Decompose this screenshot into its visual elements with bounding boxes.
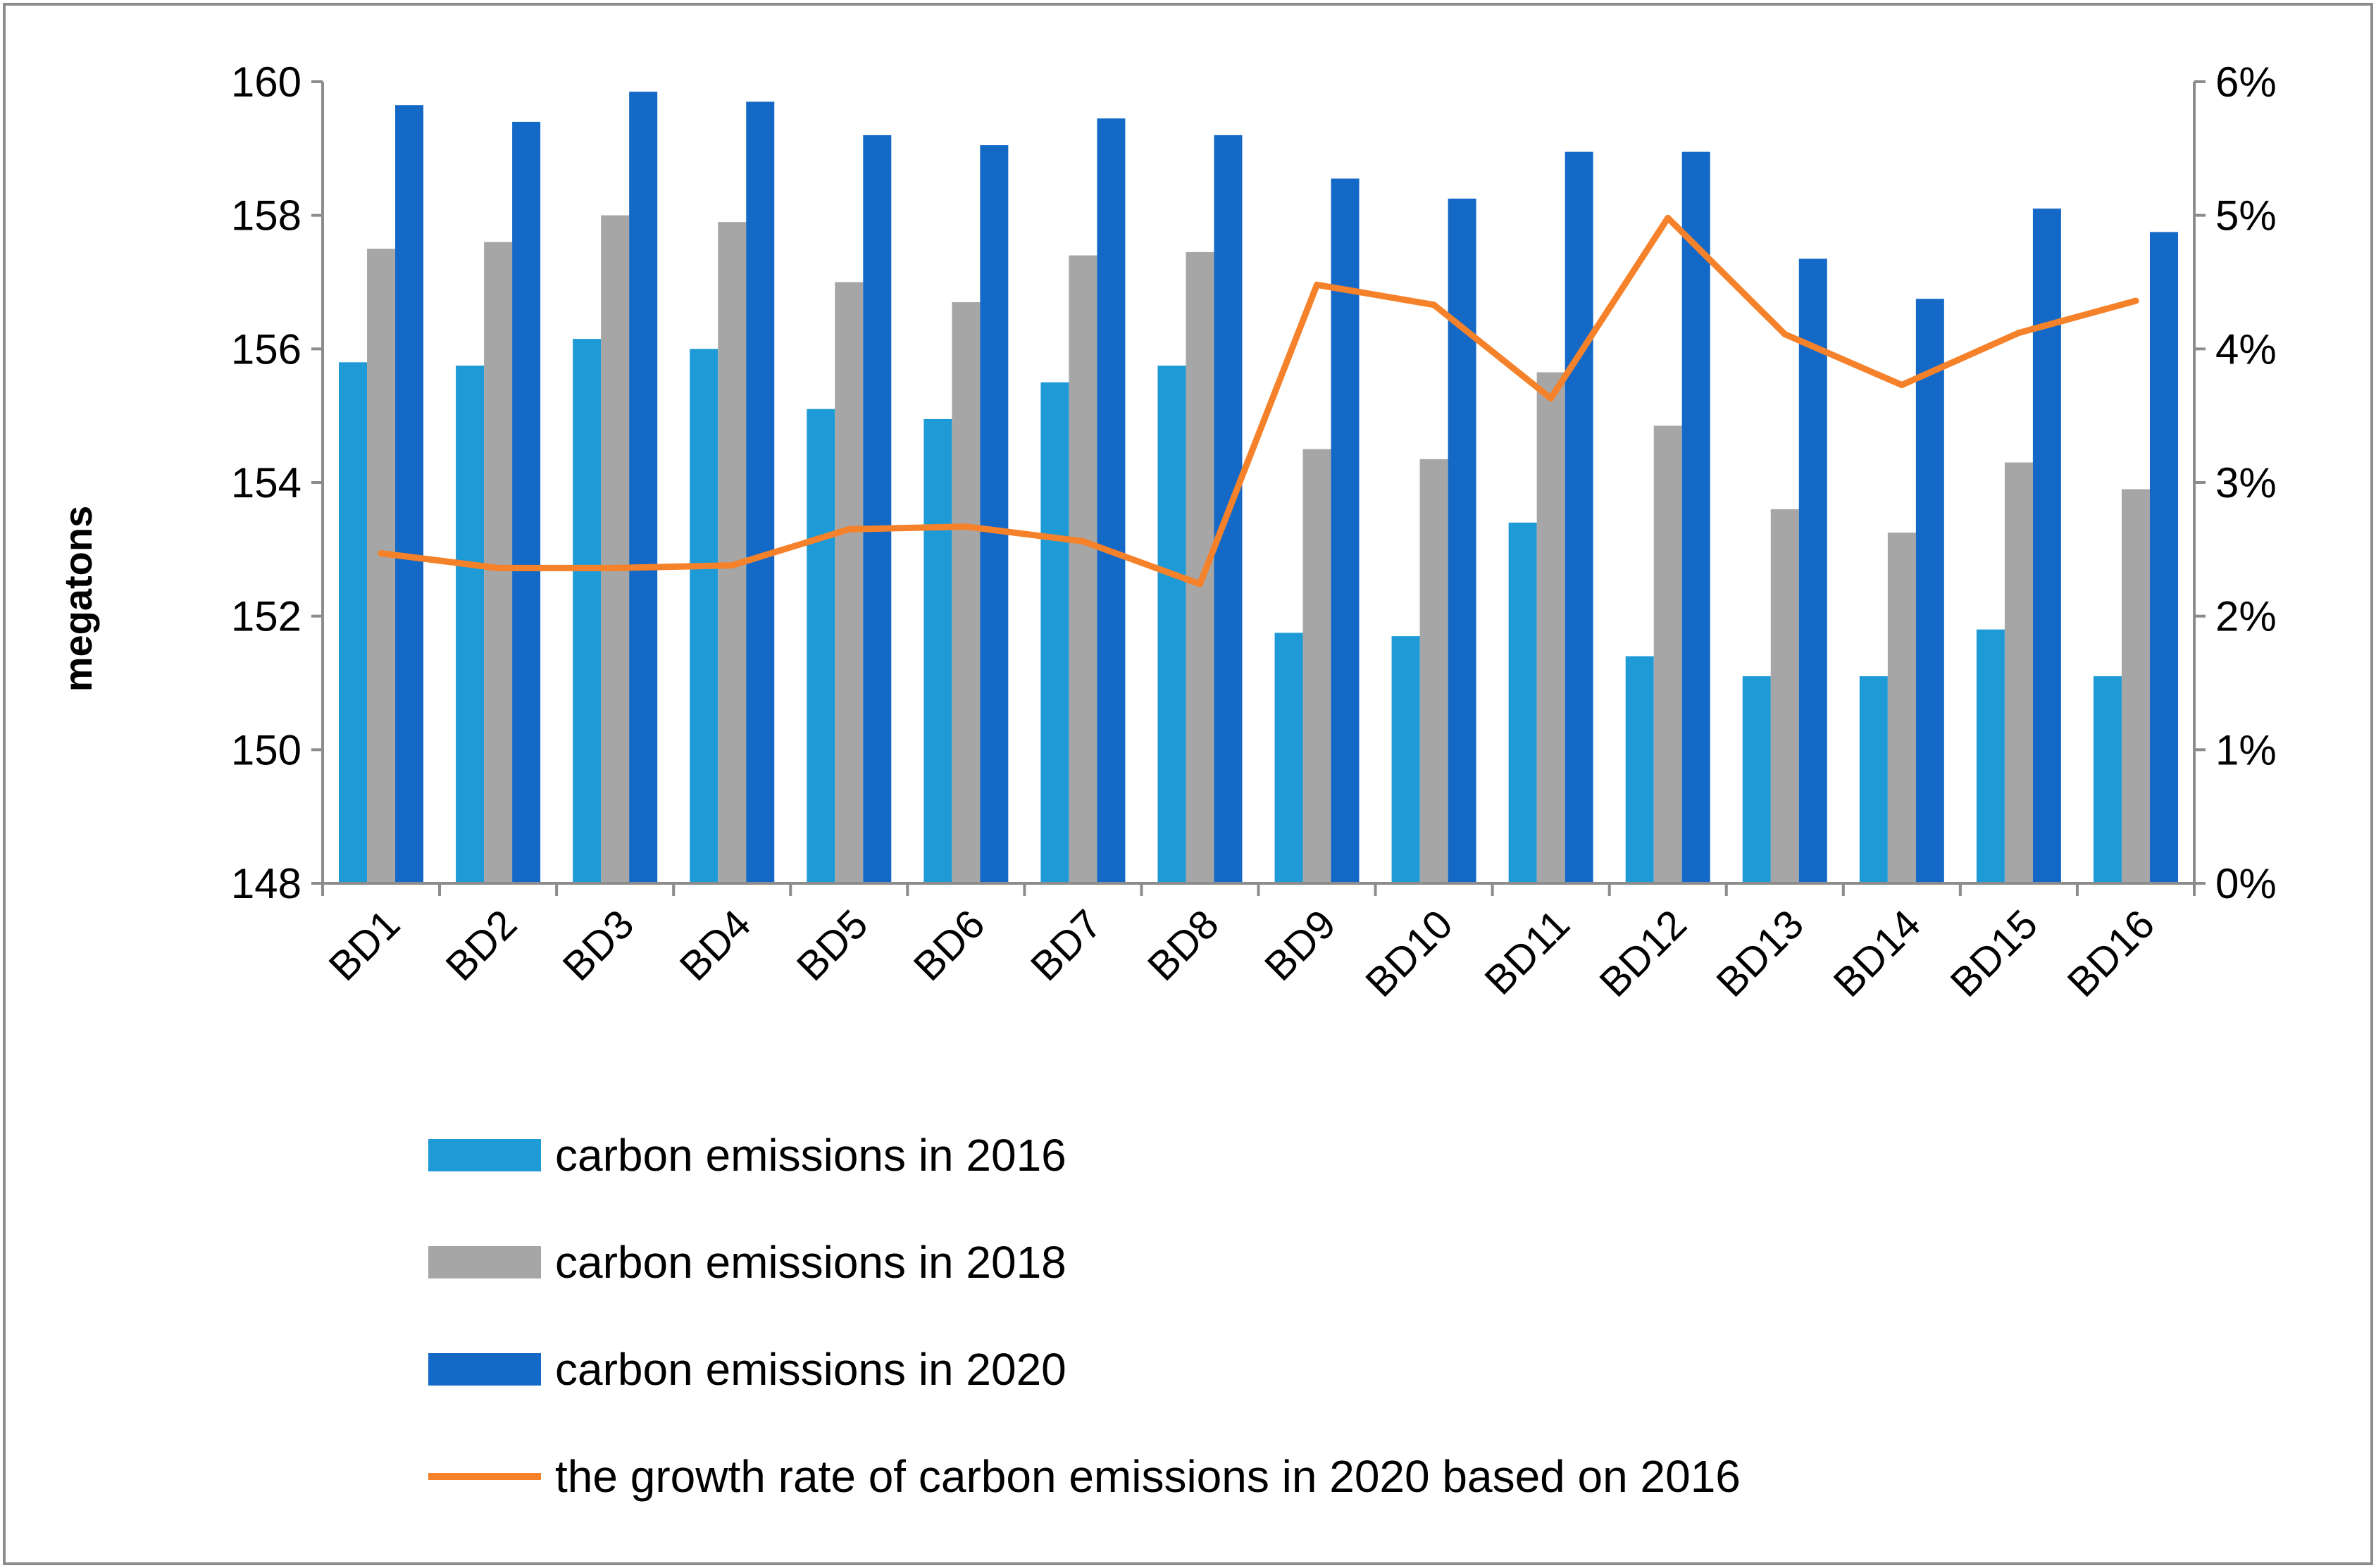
bar-BD6-series-3 xyxy=(980,145,1009,883)
bar-BD13-series-2 xyxy=(1770,509,1799,883)
y-tick-label: 160 xyxy=(231,58,301,106)
bar-BD11-series-2 xyxy=(1536,372,1565,883)
bar-BD6-series-2 xyxy=(952,301,981,883)
legend-label-2: carbon emissions in 2018 xyxy=(555,1237,1066,1288)
legend: carbon emissions in 2016 carbon emissions… xyxy=(428,1130,1741,1502)
bar-BD16-series-1 xyxy=(2093,676,2122,883)
bar-BD16-series-3 xyxy=(2149,232,2178,883)
y2-tick-label: 2% xyxy=(2215,593,2277,640)
bar-BD7-series-3 xyxy=(1097,118,1126,884)
growth-rate-point-BD14 xyxy=(1898,382,1905,389)
y2-tick-label: 4% xyxy=(2215,325,2277,373)
bar-BD13-series-1 xyxy=(1742,676,1771,883)
legend-swatch-3 xyxy=(428,1353,541,1386)
growth-rate-point-BD15 xyxy=(2015,330,2022,337)
bar-BD4-series-1 xyxy=(690,349,719,883)
y2-tick-label: 1% xyxy=(2215,726,2277,773)
bar-BD13-series-3 xyxy=(1798,259,1827,883)
bar-BD7-series-1 xyxy=(1040,382,1069,883)
legend-swatch-1 xyxy=(428,1139,541,1171)
growth-rate-point-BD11 xyxy=(1548,395,1555,402)
growth-rate-point-BD2 xyxy=(495,564,502,571)
bar-BD8-series-2 xyxy=(1186,251,1214,883)
bar-BD4-series-3 xyxy=(746,101,775,884)
y2-tick-label: 6% xyxy=(2215,58,2277,106)
bar-BD14-series-2 xyxy=(1887,533,1916,883)
growth-rate-point-BD6 xyxy=(962,523,969,530)
bar-BD10-series-3 xyxy=(1448,198,1476,883)
bar-BD1-series-3 xyxy=(395,105,424,884)
growth-rate-point-BD16 xyxy=(2132,297,2139,304)
bar-BD5-series-3 xyxy=(863,135,892,883)
y-tick-label: 158 xyxy=(231,192,301,239)
growth-rate-point-BD10 xyxy=(1431,301,1438,309)
bar-BD15-series-2 xyxy=(2004,462,2033,883)
bar-BD1-series-2 xyxy=(367,249,396,883)
bar-BD1-series-1 xyxy=(339,362,368,883)
bar-BD12-series-2 xyxy=(1653,425,1682,883)
bar-BD4-series-2 xyxy=(718,222,747,883)
growth-rate-point-BD3 xyxy=(611,564,618,571)
bar-BD9-series-2 xyxy=(1302,449,1331,883)
growth-rate-point-BD13 xyxy=(1781,330,1789,337)
growth-rate-point-BD4 xyxy=(728,562,735,569)
bar-BD5-series-1 xyxy=(807,409,835,883)
bar-BD14-series-1 xyxy=(1859,676,1888,883)
bar-layer xyxy=(339,92,2178,884)
bar-BD3-series-1 xyxy=(573,339,602,883)
bar-BD12-series-3 xyxy=(1681,151,1710,884)
bar-BD10-series-2 xyxy=(1419,459,1448,883)
bar-BD15-series-3 xyxy=(2032,209,2061,883)
growth-rate-line xyxy=(378,214,2139,587)
bar-BD9-series-1 xyxy=(1274,633,1303,883)
y-tick-label: 154 xyxy=(231,459,301,506)
legend-label-1: carbon emissions in 2016 xyxy=(555,1130,1066,1181)
growth-rate-point-BD5 xyxy=(845,525,852,533)
y2-tick-label: 5% xyxy=(2215,192,2277,239)
y-tick-label: 156 xyxy=(231,325,301,373)
y-tick-label: 152 xyxy=(231,593,301,640)
bar-BD15-series-1 xyxy=(1976,629,2005,883)
bar-BD2-series-1 xyxy=(456,366,485,883)
y2-tick-label: 0% xyxy=(2215,860,2277,907)
legend-swatch-2 xyxy=(428,1246,541,1278)
bar-BD2-series-2 xyxy=(484,242,513,884)
legend-label-3: carbon emissions in 2020 xyxy=(555,1344,1066,1395)
y2-tick-label: 3% xyxy=(2215,459,2277,506)
bar-BD3-series-3 xyxy=(629,92,658,884)
bar-BD11-series-1 xyxy=(1508,522,1537,883)
bar-BD2-series-3 xyxy=(512,121,541,883)
bar-BD9-series-3 xyxy=(1331,178,1360,884)
bar-BD16-series-2 xyxy=(2121,489,2150,883)
bar-BD6-series-1 xyxy=(923,418,952,883)
legend-label-4: the growth rate of carbon emissions in 2… xyxy=(555,1451,1741,1502)
bar-BD8-series-1 xyxy=(1157,366,1186,883)
y-tick-label: 148 xyxy=(231,860,301,907)
growth-rate-point-BD8 xyxy=(1196,580,1203,587)
y-axis-label: megatons xyxy=(56,506,100,692)
growth-rate-point-BD12 xyxy=(1665,214,1672,221)
bar-BD5-series-2 xyxy=(835,282,864,883)
growth-rate-point-BD1 xyxy=(378,550,385,557)
bar-BD11-series-3 xyxy=(1565,151,1593,884)
bar-BD12-series-1 xyxy=(1625,656,1654,883)
growth-rate-point-BD7 xyxy=(1079,537,1086,545)
growth-rate-point-BD9 xyxy=(1314,281,1321,288)
bar-BD14-series-3 xyxy=(1915,299,1944,883)
bar-BD7-series-2 xyxy=(1069,255,1097,884)
bar-BD10-series-1 xyxy=(1391,636,1420,883)
y-tick-label: 150 xyxy=(231,726,301,773)
bar-BD3-series-2 xyxy=(601,215,630,884)
line-layer xyxy=(378,214,2139,587)
